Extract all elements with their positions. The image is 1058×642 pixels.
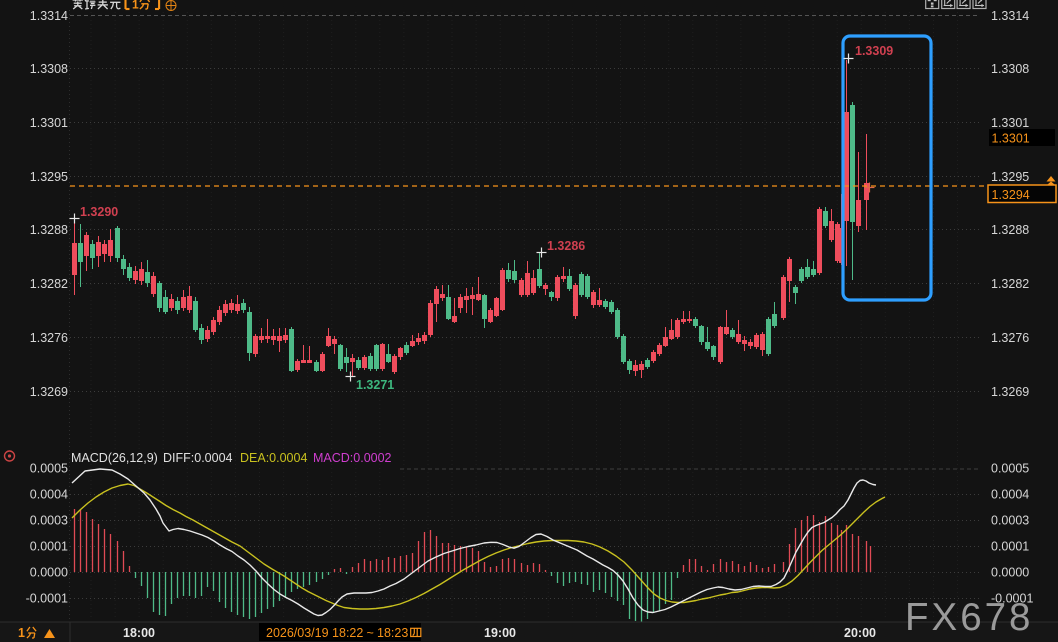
svg-text:1.3276: 1.3276 [30,331,68,345]
svg-text:MACD:0.0002: MACD:0.0002 [313,451,392,465]
svg-text:0.0004: 0.0004 [991,488,1029,502]
svg-text:0.0001: 0.0001 [991,540,1029,554]
svg-text:1.3269: 1.3269 [991,385,1029,399]
svg-text:1: 1 [132,0,139,12]
svg-text:1.3301: 1.3301 [30,116,68,130]
svg-text:DIFF:0.0004: DIFF:0.0004 [163,451,233,465]
svg-text:0.0000: 0.0000 [30,566,68,580]
svg-text:1.3309: 1.3309 [855,44,893,58]
svg-text:20:00: 20:00 [844,626,876,640]
svg-text:1.3314: 1.3314 [991,9,1029,23]
svg-text:18:00: 18:00 [123,626,155,640]
svg-text:-0.0001: -0.0001 [26,592,68,606]
svg-text:1.3282: 1.3282 [991,277,1029,291]
svg-text:1.3294: 1.3294 [992,188,1030,202]
svg-text:18:23: 18:23 [377,626,408,640]
svg-text:1.3295: 1.3295 [30,170,68,184]
svg-text:MACD(26,12,9): MACD(26,12,9) [71,451,158,465]
svg-text:1.3276: 1.3276 [991,331,1029,345]
svg-text:-0.0001: -0.0001 [991,592,1033,606]
svg-text:1.3286: 1.3286 [547,239,585,253]
svg-text:0.0005: 0.0005 [30,462,68,476]
svg-text:1.3301: 1.3301 [992,132,1030,146]
svg-text:19:00: 19:00 [484,626,516,640]
svg-text:DEA:0.0004: DEA:0.0004 [240,451,307,465]
svg-text:1.3295: 1.3295 [991,170,1029,184]
svg-text:0.0001: 0.0001 [30,540,68,554]
svg-text:1: 1 [18,626,25,640]
svg-text:0.0005: 0.0005 [991,462,1029,476]
svg-text:0.0000: 0.0000 [991,566,1029,580]
svg-text:1.3288: 1.3288 [30,223,68,237]
svg-text:1.3308: 1.3308 [991,62,1029,76]
svg-text:~: ~ [367,626,374,640]
svg-text:1.3269: 1.3269 [30,385,68,399]
svg-text:0.0003: 0.0003 [991,514,1029,528]
svg-text:0.0004: 0.0004 [30,488,68,502]
svg-text:1.3308: 1.3308 [30,62,68,76]
svg-text:1.3314: 1.3314 [30,9,68,23]
svg-text:1.3282: 1.3282 [30,277,68,291]
svg-text:1.3271: 1.3271 [356,378,394,392]
svg-text:0.0003: 0.0003 [30,514,68,528]
svg-text:1.3288: 1.3288 [991,223,1029,237]
svg-text:2026/03/19 18:22: 2026/03/19 18:22 [266,626,363,640]
svg-text:1.3290: 1.3290 [80,205,118,219]
svg-text:1.3301: 1.3301 [991,116,1029,130]
svg-text:FX678: FX678 [905,596,1033,639]
